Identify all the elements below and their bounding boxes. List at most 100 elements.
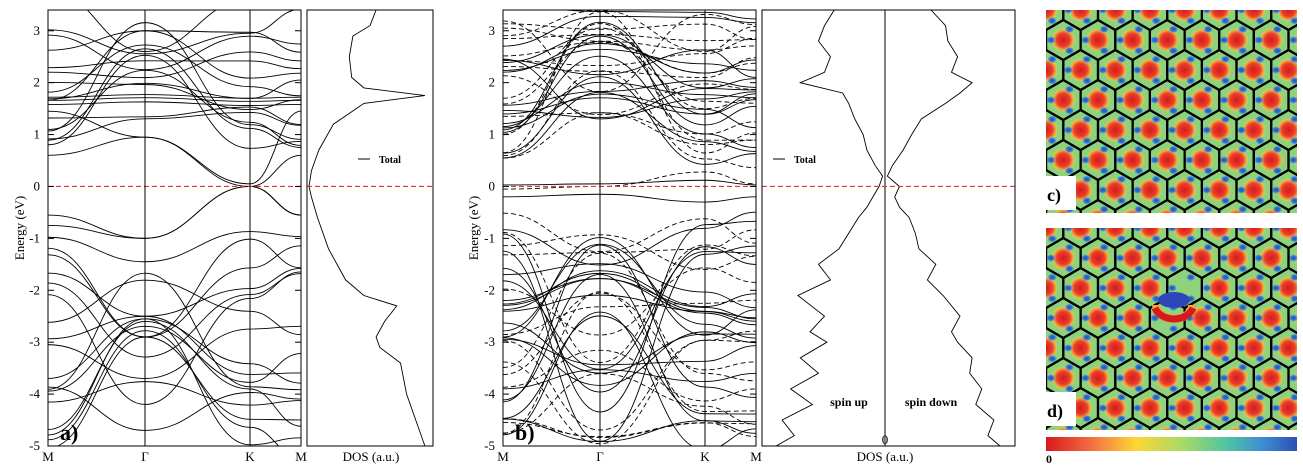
k-point-label: K [700,449,710,464]
density-cold-spot [1184,156,1194,164]
y-tick-label: 2 [489,75,496,90]
density-cold-spot [994,224,1004,232]
band-line-spin-up [503,244,756,338]
density-cold-spot [1013,197,1023,205]
density-cold-spot [1013,55,1023,63]
lattice-hexagon [1011,20,1046,60]
density-cold-spot [1116,0,1126,3]
density-cold-spot [1290,213,1300,221]
density-cold-spot [1063,66,1073,74]
colorbar-gradient [1046,437,1297,451]
band-line-spin-up [503,264,756,308]
density-cold-spot [1081,36,1091,44]
density-cold-spot [1290,355,1300,363]
density-cold-spot [994,404,1004,412]
density-cold-spot [1011,254,1021,262]
density-cold-spot [1133,66,1143,74]
y-tick-label: -5 [484,438,495,453]
density-cold-spot [1046,254,1056,262]
density-cold-spot [1082,0,1092,3]
density-hot-spot [999,456,1023,464]
density-cold-spot [1098,66,1108,74]
density-cold-spot [1030,363,1040,371]
density-cold-spot [1271,224,1281,232]
panel-label-b: b) [515,420,535,445]
density-cold-spot [1236,66,1246,74]
density-hot-spot [999,276,1023,300]
lattice-hexagon [1011,140,1046,180]
density-hot-spot [999,396,1023,420]
band-line-spin-down [503,230,756,255]
lattice-hexagon [994,50,1029,90]
density-cold-spot [1271,284,1281,292]
dos-spin-up-curve [776,10,883,446]
band-line-spin-up [503,221,756,412]
density-cold-spot [1013,295,1023,303]
density-cold-spot [994,186,1004,194]
band-line-spin-up [503,312,756,450]
density-cold-spot [1133,344,1143,352]
density-cold-spot [1098,344,1108,352]
density-cold-spot [1288,254,1298,262]
density-cold-spot [1288,374,1298,382]
band-line [48,31,301,52]
density-cold-spot [1290,273,1300,281]
density-cold-spot [1029,284,1039,292]
lattice-hexagon [1011,238,1046,278]
density-hot-spot [1276,456,1300,464]
band-line-spin-up [503,419,756,442]
density-cold-spot [1115,374,1125,382]
density-cold-spot [1046,156,1056,164]
band-line-spin-up [503,35,756,88]
density-cold-spot [1013,235,1023,243]
energy-axis-title-a: Energy (eV) [12,196,27,260]
density-cold-spot [1133,404,1143,412]
density-cold-spot [1236,224,1246,232]
band-line-spin-up [503,22,756,130]
density-hot-spot [1138,456,1162,464]
density-cold-spot [1063,126,1073,134]
density-cold-spot [1202,186,1212,194]
density-cold-spot [1013,17,1023,25]
band-line-spin-down [503,213,756,251]
density-cold-spot [1288,156,1298,164]
band-line-spin-up [503,16,756,46]
dos-axis-title-a: DOS (a.u.) [343,449,400,464]
density-cold-spot [1029,246,1039,254]
density-cold-spot [1236,126,1246,134]
lattice-hexagon [994,268,1029,308]
k-point-label: M [497,449,509,464]
density-cold-spot [994,284,1004,292]
lattice-hexagon [994,0,1029,30]
band-line-spin-down [503,350,756,401]
density-cold-spot [1219,96,1229,104]
legend-total-b: Total [794,155,816,166]
k-point-label: M [750,449,762,464]
density-cold-spot [1219,254,1229,262]
band-line-spin-up [503,77,756,165]
density-cold-spot [1255,453,1265,461]
density-cold-spot [1098,284,1108,292]
density-cold-spot [1082,453,1092,461]
density-cold-spot [1011,434,1021,442]
dos-zero-label: 0 [882,432,889,447]
density-cold-spot [1167,224,1177,232]
density-cold-spot [1133,126,1143,134]
band-line [48,55,301,148]
density-hot-spot [1017,88,1041,112]
density-hot-spot [999,178,1023,202]
density-cold-spot [1184,96,1194,104]
density-hot-spot [1017,306,1041,330]
dos-total-curve-a [309,10,425,446]
density-hot-spot [1207,456,1231,464]
density-cold-spot [1133,284,1143,292]
density-cold-spot [1288,96,1298,104]
density-cold-spot [1046,216,1056,224]
density-cold-spot [1011,36,1021,44]
band-line-spin-down [503,419,756,438]
y-tick-label: -3 [29,334,40,349]
band-line [48,319,301,445]
density-cold-spot [1290,55,1300,63]
